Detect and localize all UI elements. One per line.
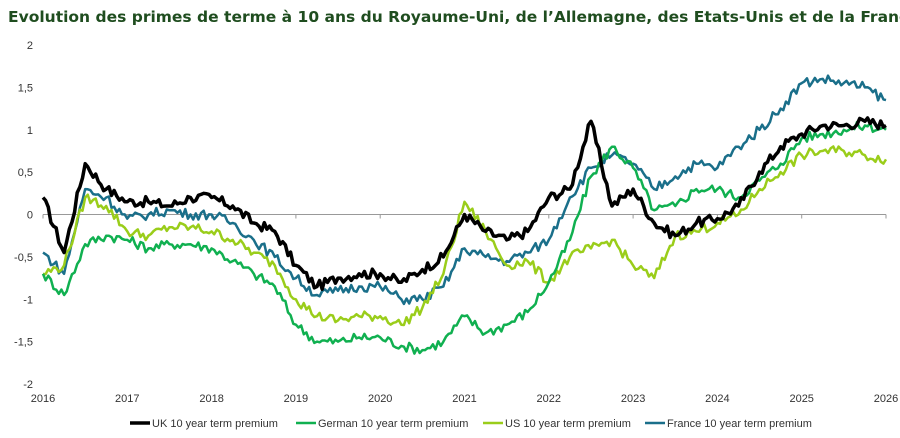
series-line-us	[42, 145, 888, 327]
x-tick-label: 2023	[621, 393, 645, 405]
x-tick-label: 2024	[705, 393, 729, 405]
y-tick-label: 0	[27, 210, 33, 222]
series-line-uk	[41, 116, 887, 291]
x-tick-label: 2016	[31, 393, 55, 405]
chart-title: Evolution des primes de terme à 10 ans d…	[8, 8, 900, 26]
y-tick-label: -0,5	[14, 252, 33, 264]
legend-label: US 10 year term premium	[505, 418, 631, 430]
legend-label: UK 10 year term premium	[152, 418, 278, 430]
y-tick-label: 1,5	[18, 82, 33, 94]
y-tick-label: 2	[27, 40, 33, 52]
y-tick-label: -2	[23, 379, 33, 391]
x-tick-label: 2017	[115, 393, 139, 405]
legend-label: German 10 year term premium	[318, 418, 468, 430]
series-line-france	[42, 74, 887, 306]
x-tick-label: 2022	[537, 393, 561, 405]
y-tick-label: 1	[27, 125, 33, 137]
y-tick-label: -1	[23, 294, 33, 306]
x-tick-label: 2025	[789, 393, 813, 405]
y-tick-label: 0,5	[18, 167, 33, 179]
x-tick-label: 2019	[284, 393, 308, 405]
x-tick-label: 2018	[199, 393, 223, 405]
x-tick-label: 2026	[874, 393, 898, 405]
legend-label: France 10 year term premium	[667, 418, 812, 430]
x-tick-label: 2020	[368, 393, 392, 405]
x-tick-label: 2021	[452, 393, 476, 405]
series-line-german	[41, 120, 887, 355]
y-tick-label: -1,5	[14, 337, 33, 349]
